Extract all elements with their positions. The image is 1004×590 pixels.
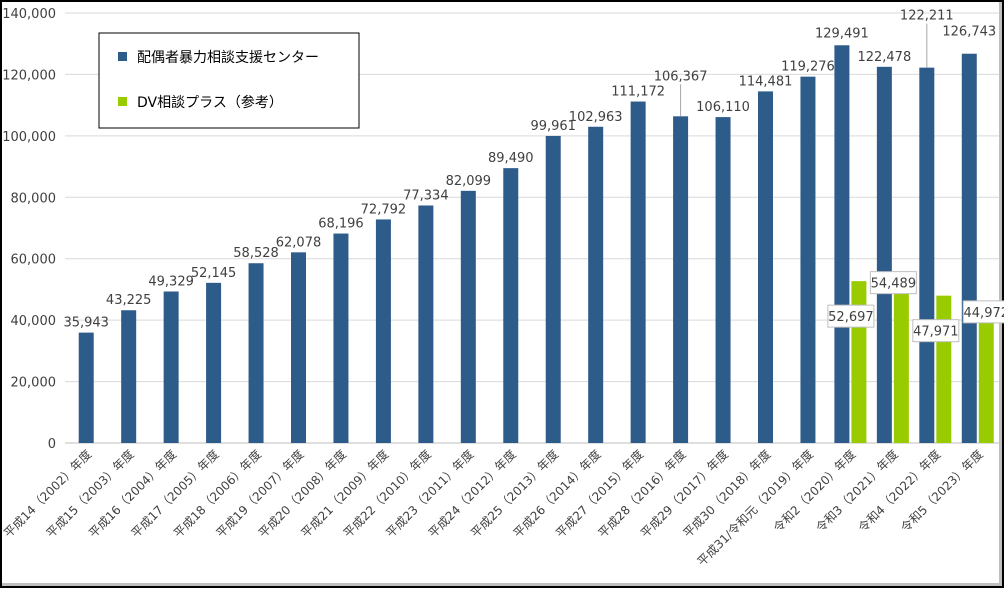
data-label-center: 82,099: [446, 174, 492, 189]
data-label-center: 114,481: [739, 74, 793, 89]
y-tick-label: 80,000: [11, 191, 57, 206]
bar-center: [248, 263, 264, 443]
bar-center: [418, 205, 434, 443]
y-tick-label: 120,000: [2, 68, 56, 83]
data-label-center: 77,334: [403, 188, 449, 203]
legend-label-dv-plus: DV相談プラス（参考）: [137, 94, 283, 111]
data-label-center: 106,110: [696, 100, 750, 115]
data-label-center: 99,961: [530, 119, 576, 134]
bar-center: [78, 332, 94, 443]
y-tick-label: 100,000: [2, 130, 56, 145]
y-tick-label: 60,000: [11, 253, 57, 268]
x-category-label: 令和4（2022）年度: [855, 447, 944, 536]
leader-lines: [680, 23, 928, 117]
data-label-center: 129,491: [815, 26, 869, 41]
data-label-center: 68,196: [318, 217, 364, 232]
legend-swatch-center: [118, 52, 127, 61]
bar-center: [876, 66, 892, 444]
bar-center: [121, 310, 137, 443]
y-tick-label: 0: [48, 437, 56, 452]
data-label-center: 102,963: [569, 110, 623, 125]
legend-box: [98, 32, 360, 129]
bar-center: [545, 135, 561, 443]
data-label-center: 111,172: [611, 85, 665, 100]
data-label-dv-plus: 54,489: [871, 277, 917, 292]
bar-center: [961, 53, 977, 444]
bar-dv-plus: [978, 304, 994, 443]
bar-center: [834, 45, 850, 443]
y-axis-ticks: 0 20,000 40,000 60,000 80,000 100,000 120,000 1…: [2, 7, 56, 452]
bar-center: [919, 67, 935, 444]
bar-center: [673, 116, 689, 443]
legend: 配偶者暴力相談支援センター DV相談プラス（参考）: [98, 32, 360, 129]
data-label-center: 62,078: [276, 235, 322, 250]
bar-dv-plus: [936, 295, 952, 443]
bar-center: [291, 252, 306, 443]
data-label-box: [912, 319, 960, 343]
x-category-label: 令和3（2021）年度: [812, 447, 901, 536]
bar-center: [375, 219, 391, 443]
bar-center: [800, 76, 816, 443]
bar-dv-plus: [893, 275, 909, 443]
data-label-center: 119,276: [781, 60, 835, 75]
data-label-center: 43,225: [106, 293, 152, 308]
data-label-center: 106,367: [654, 69, 708, 84]
data-label-center: 52,145: [191, 266, 237, 281]
data-label-center: 122,478: [857, 50, 911, 65]
y-tick-label: 140,000: [2, 7, 56, 22]
bar-center: [758, 91, 773, 443]
y-tick-label: 40,000: [11, 314, 57, 329]
data-label-center: 122,211: [900, 9, 954, 24]
data-label-dv-plus: 47,971: [913, 325, 959, 340]
data-label-center: 35,943: [63, 316, 109, 331]
x-category-label: 令和5（2023）年度: [897, 447, 986, 536]
data-label-center: 58,528: [233, 246, 279, 261]
x-axis-categories: 平成14（2002）年度平成15（2003）年度平成16（2004）年度平成17…: [2, 447, 986, 569]
data-label-center: 72,792: [361, 202, 407, 217]
data-label-center: 126,743: [942, 25, 996, 40]
legend-swatch-dv-plus: [118, 97, 127, 106]
bar-center: [588, 126, 604, 443]
bar-center: [630, 101, 646, 443]
y-tick-label: 20,000: [11, 376, 57, 391]
data-label-center: 89,490: [488, 151, 534, 166]
bar-center: [163, 291, 179, 443]
data-label-box: [869, 271, 917, 295]
bar-center: [503, 168, 519, 443]
bars: [78, 45, 994, 444]
bar-center: [715, 117, 731, 444]
data-label-dv-plus: 44,972: [964, 306, 1004, 321]
bar-center: [333, 233, 349, 443]
data-label-box: [962, 300, 1004, 324]
bar-center: [460, 190, 476, 443]
x-category-label: 令和2（2020）年度: [770, 447, 859, 536]
data-label-box: [827, 304, 875, 328]
bar-center: [206, 282, 222, 443]
data-label-dv-plus: 52,697: [828, 310, 874, 325]
data-label-center: 49,329: [148, 274, 194, 289]
legend-label-center: 配偶者暴力相談支援センター: [137, 50, 319, 66]
